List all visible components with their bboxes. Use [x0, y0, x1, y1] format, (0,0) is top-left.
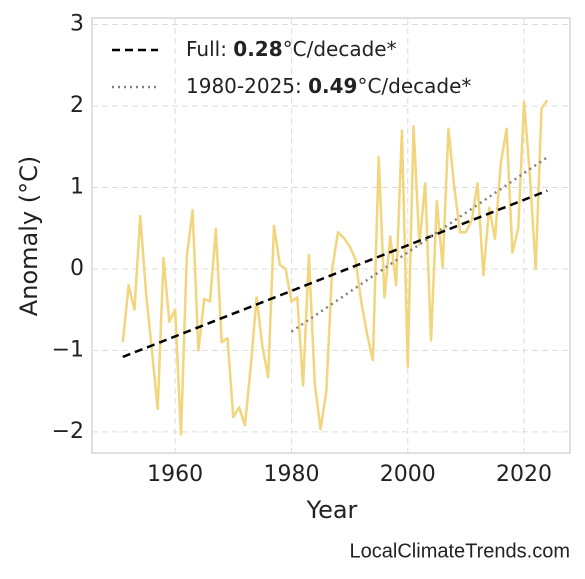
trend-line: [122, 189, 548, 359]
x-tick-label: 1980: [263, 462, 319, 487]
data-line: [121, 99, 549, 436]
watermark: LocalClimateTrends.com: [350, 540, 570, 562]
legend-label: Full: 0.28°C/decade*: [186, 37, 397, 61]
trend-line: [290, 156, 549, 333]
legend-slope: 0.49: [308, 74, 357, 98]
legend-slope: 0.28: [233, 37, 282, 61]
legend-text: Full:: [186, 37, 233, 61]
legend-text: °C/decade*: [357, 74, 471, 98]
y-tick-label: −1: [52, 337, 84, 362]
y-tick-label: 0: [70, 256, 84, 281]
y-tick-label: −2: [52, 419, 84, 444]
plot-frame: [91, 17, 571, 454]
x-axis-label: Year: [306, 496, 358, 524]
legend-text: 1980-2025:: [186, 74, 308, 98]
y-axis-label: Anomaly (°C): [15, 156, 43, 316]
x-tick-label: 2000: [380, 462, 436, 487]
legend-text: °C/decade*: [283, 37, 397, 61]
legend-label: 1980-2025: 0.49°C/decade*: [186, 74, 471, 98]
y-tick-label: 3: [70, 12, 84, 37]
y-tick-label: 2: [70, 93, 84, 118]
x-tick-label: 2020: [496, 462, 552, 487]
x-tick-label: 1960: [147, 462, 203, 487]
y-tick-label: 1: [70, 174, 84, 199]
